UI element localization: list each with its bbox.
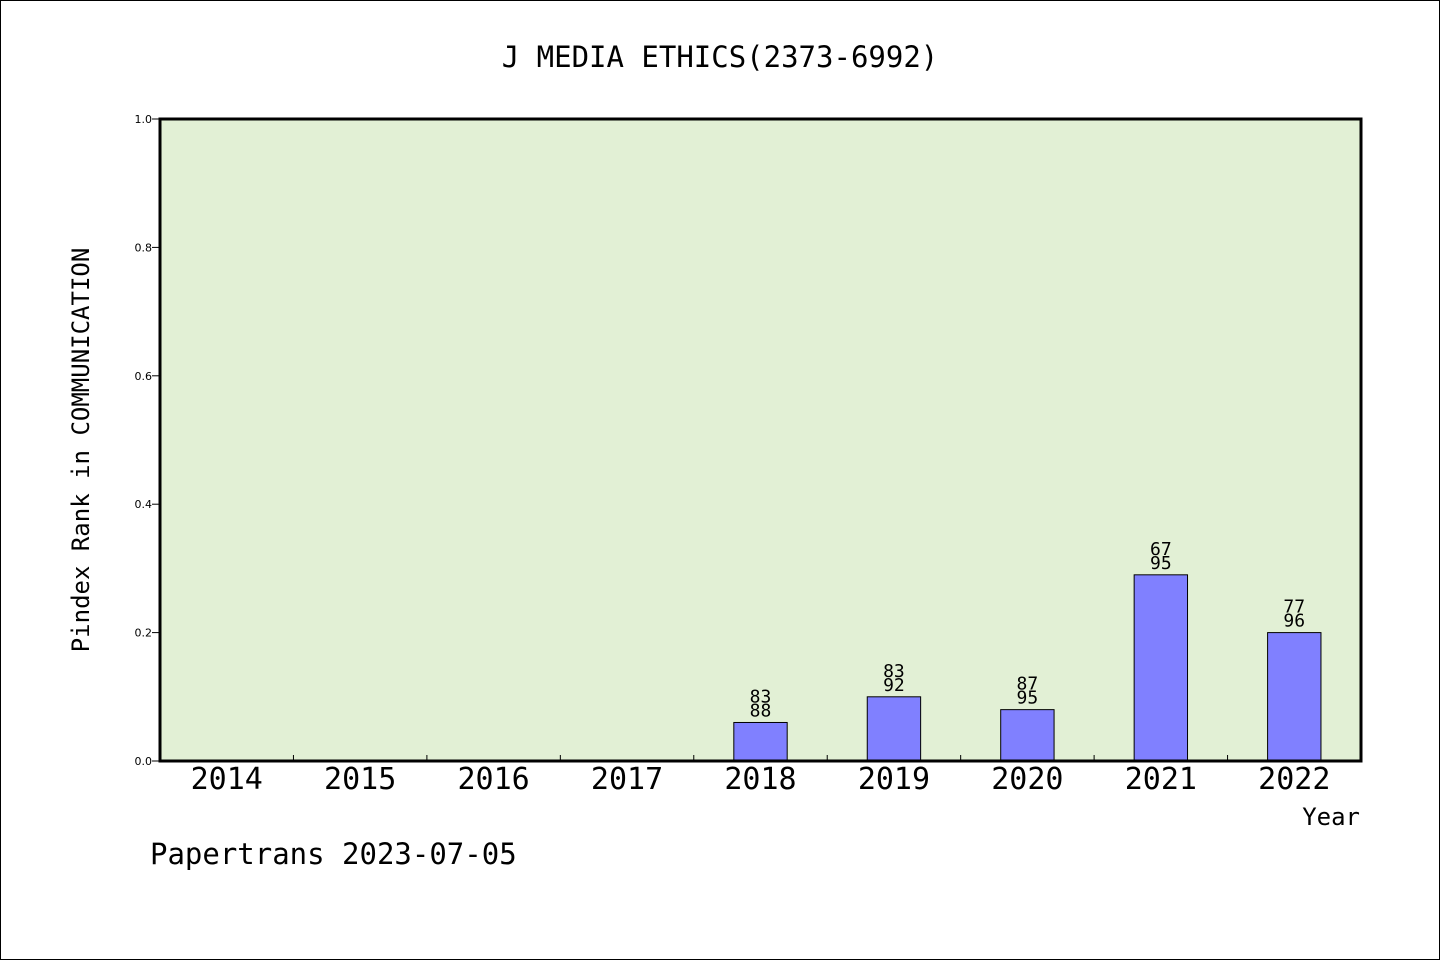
footer-text: Papertrans 2023-07-05	[150, 837, 517, 871]
y-axis-label: Pindex Rank in COMMUNICATION	[67, 248, 95, 653]
plot-border	[158, 117, 1363, 763]
x-tick-label: 2022	[1258, 762, 1330, 797]
x-tick-label: 2014	[191, 762, 263, 797]
bar-label-rank: 67	[1150, 539, 1172, 560]
bars	[733, 574, 1322, 762]
bar-label-rank: 87	[1017, 674, 1039, 695]
bar-label-total: 95	[1150, 553, 1172, 574]
x-tick-label: 2018	[724, 762, 796, 797]
y-axis: 0.0 0.2 0.4 0.6 0.8 1.0	[135, 113, 160, 768]
x-axis-label: Year	[1302, 803, 1360, 831]
x-tick-label: 2019	[858, 762, 930, 797]
x-tick-label: 2021	[1125, 762, 1197, 797]
y-tick-label: 0.2	[135, 627, 153, 640]
x-tick-label: 2016	[457, 762, 529, 797]
y-tick-label: 0.4	[135, 498, 153, 511]
bar-label-rank: 83	[883, 661, 905, 682]
bar-2021	[1133, 574, 1189, 762]
bar-2018	[733, 721, 788, 762]
bar-label-total: 95	[1017, 688, 1039, 709]
y-tick-label: 0.6	[135, 370, 153, 383]
bar-label-total: 92	[883, 675, 905, 696]
bar-label-rank: 77	[1283, 597, 1305, 618]
x-tick-label: 2020	[991, 762, 1063, 797]
bar-2019	[866, 696, 922, 762]
bar-label-total: 88	[750, 700, 772, 721]
y-tick-label: 1.0	[135, 113, 153, 126]
bar-2020	[1000, 709, 1055, 762]
y-tick-label: 0.0	[135, 755, 153, 768]
chart-title: J MEDIA ETHICS(2373-6992)	[502, 40, 939, 74]
bar-2022	[1267, 632, 1322, 762]
x-tick-label: 2015	[324, 762, 396, 797]
x-tick-label: 2017	[591, 762, 663, 797]
x-axis: 2014 2015 2016 2017 2018 2019 2020 2021 2022	[191, 755, 1330, 797]
y-tick-label: 0.8	[135, 241, 153, 254]
bar-label-total: 96	[1283, 611, 1305, 632]
bar-label-rank: 83	[750, 686, 772, 707]
